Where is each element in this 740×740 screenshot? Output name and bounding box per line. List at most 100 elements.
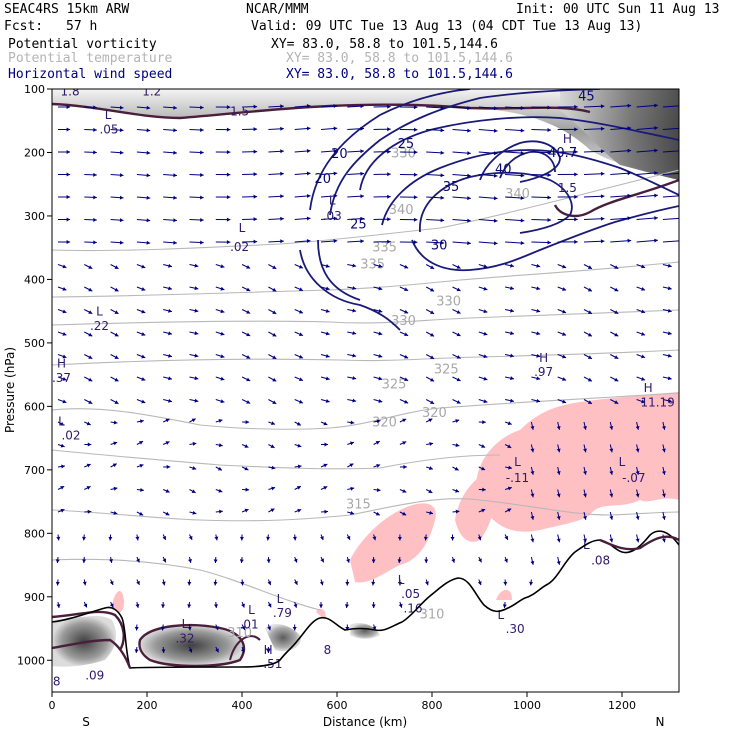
wind-vector-head: [292, 626, 297, 631]
wind-vector-head: [218, 419, 223, 423]
wind-vector-head: [240, 581, 245, 586]
wind-vector-head: [253, 239, 258, 244]
pv-extremum-label: -.07: [622, 471, 645, 485]
wind-vector-head: [455, 419, 460, 423]
wind-vector-head: [109, 559, 114, 563]
wind-vector-head: [508, 465, 512, 470]
wind-vector-head: [88, 377, 93, 382]
wind-vector-head: [296, 486, 301, 490]
wind-vector-head: [220, 399, 225, 404]
wind-vector-head: [587, 332, 592, 337]
wind-vector-head: [345, 581, 350, 586]
wind-vector-head: [253, 217, 258, 222]
wind-vector-head: [371, 604, 376, 608]
wind-vector-head: [293, 603, 298, 608]
wind-vector-head: [627, 238, 632, 243]
wind-vector-head: [425, 581, 429, 586]
wind-vector-head: [536, 353, 541, 358]
wind-vector-head: [556, 560, 561, 565]
wind-vector-head: [93, 127, 97, 132]
wind-vector-head: [413, 105, 418, 110]
pv-extremum-label: 1.2: [142, 84, 161, 98]
wind-vector-head: [520, 151, 525, 155]
wind-vector-head: [62, 354, 67, 359]
wind-vector-head: [536, 308, 541, 313]
wind-vector-head: [360, 171, 364, 176]
wind-vector-head: [239, 536, 244, 541]
wind-vector-head: [272, 310, 277, 314]
wind-vector-head: [510, 376, 514, 381]
wind-vector-head: [306, 149, 311, 154]
wind-vector-head: [454, 466, 459, 471]
wind-vector-head: [654, 216, 658, 221]
wind-vector-head: [387, 239, 391, 244]
pv-extremum-label: 1.5: [558, 181, 577, 195]
wind-vector-head: [87, 509, 92, 514]
wind-vector-head: [324, 442, 328, 447]
wind-vector-head: [456, 332, 461, 337]
pv-extremum-label: L: [239, 221, 246, 235]
wind-vector-head: [140, 487, 144, 492]
wind-vector-head: [88, 310, 93, 314]
wind-vector-head: [536, 398, 541, 403]
wind-vector-head: [86, 486, 91, 490]
y-tick-label: 200: [24, 146, 45, 159]
wind-vector-head: [333, 149, 338, 154]
wind-vector-head: [455, 509, 460, 514]
wind-vector-head: [114, 287, 119, 292]
wind-vector-head: [587, 310, 592, 314]
wind-vector-head: [372, 536, 377, 541]
wind-vector-head: [165, 511, 170, 516]
wind-vector-head: [173, 150, 177, 155]
wind-vector-head: [507, 508, 512, 513]
y-tick-label: 500: [24, 337, 45, 350]
wind-vector-head: [654, 148, 658, 153]
wind-vector-head: [654, 103, 658, 108]
wind-vector-head: [200, 195, 204, 200]
field-name-pv: Potential vorticity: [8, 37, 157, 52]
wind-vector-head: [450, 536, 455, 541]
wind-vector-head: [520, 106, 525, 110]
wind-vector-head: [387, 217, 391, 222]
wind-vector-head: [360, 104, 364, 109]
wind-vector-head: [280, 216, 284, 221]
wind-vector-head: [530, 560, 535, 565]
wind-vector-head: [272, 400, 277, 404]
wind-vector-head: [146, 128, 151, 133]
wind-vector-head: [280, 194, 284, 199]
pv-extremum-label: L: [58, 414, 65, 428]
wind-vector-head: [681, 104, 685, 108]
wind-vector-head: [467, 128, 471, 133]
wind-vector-head: [220, 331, 225, 336]
wind-vector-head: [272, 377, 277, 382]
wind-vector-head: [82, 559, 87, 563]
center-title: NCAR/MMM: [246, 2, 309, 17]
wind-vector-head: [583, 515, 587, 520]
wind-vector-head: [60, 421, 65, 426]
wind-speed-contour-label: 40.7: [548, 146, 577, 161]
wind-vector-head: [246, 400, 251, 404]
wind-vector-head: [93, 217, 97, 222]
wind-vector-head: [226, 127, 231, 132]
wind-vector-head: [556, 470, 561, 475]
fcst-label: Fcst:: [4, 19, 43, 34]
wind-vector-head: [119, 218, 124, 223]
wind-vector-head: [440, 240, 445, 245]
y-tick-label: 700: [24, 464, 45, 477]
wind-vector-head: [562, 399, 567, 404]
wind-vector-head: [239, 559, 244, 563]
wind-vector-head: [333, 239, 338, 244]
wind-vector-head: [587, 400, 592, 404]
wind-vector-head: [547, 218, 552, 223]
pv-extremum-label: .79: [273, 606, 292, 620]
wind-vector-head: [404, 287, 409, 292]
wind-vector-head: [456, 377, 461, 382]
wind-vector-head: [161, 649, 166, 653]
wind-vector-head: [681, 149, 685, 153]
wind-vector-head: [547, 128, 552, 133]
wind-vector-head: [424, 559, 429, 563]
pv-extremum-label: L: [96, 305, 103, 319]
wind-vector: [636, 104, 658, 108]
wind-vector-head: [467, 106, 471, 111]
wind-vector-head: [161, 581, 166, 586]
